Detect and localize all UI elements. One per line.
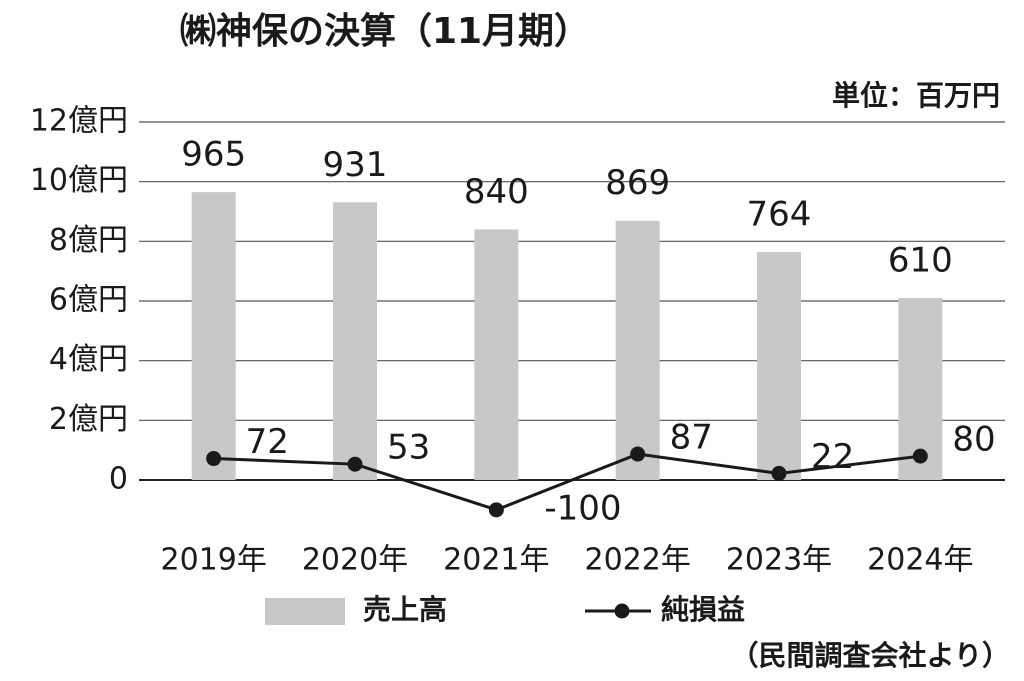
- bar: [333, 202, 377, 481]
- legend-swatch: [265, 598, 345, 625]
- line-point: [206, 451, 222, 467]
- legend-swatch: [614, 603, 630, 619]
- y-tick-label: 2億円: [49, 402, 128, 437]
- line-point: [347, 456, 363, 472]
- bar-value-label: 610: [888, 241, 953, 281]
- bar-value-label: 931: [323, 145, 388, 185]
- bar: [615, 220, 660, 480]
- y-tick-label: 12億円: [30, 104, 128, 139]
- line-point: [771, 465, 787, 481]
- line-point: [488, 502, 504, 518]
- bar-value-label: 965: [181, 135, 246, 175]
- legend-label: 売上高: [363, 593, 447, 626]
- line-value-label: 87: [670, 418, 713, 458]
- bar: [757, 252, 801, 480]
- line-value-label: 72: [246, 422, 289, 462]
- unit-label: 単位：百万円: [832, 79, 1000, 112]
- line: [213, 452, 921, 512]
- y-tick-label: 6億円: [49, 283, 128, 318]
- y-tick-label: 10億円: [30, 163, 128, 198]
- bar: [191, 192, 236, 480]
- x-tick-label: 2022年: [584, 543, 690, 578]
- line-point: [630, 446, 646, 462]
- x-tick-label: 2020年: [302, 543, 408, 578]
- line-value-label: 80: [952, 420, 995, 460]
- x-tick-label: 2019年: [160, 543, 266, 578]
- source-note: （民間調査会社より）: [731, 639, 1010, 672]
- line-value-label: -100: [544, 488, 621, 528]
- bar-value-label: 764: [747, 195, 812, 235]
- bar: [474, 229, 519, 480]
- x-tick-label: 2023年: [726, 543, 832, 578]
- y-tick-label: 4億円: [49, 342, 128, 377]
- line-value-label: 53: [387, 428, 430, 468]
- chart-title: ㈱神保の決算（11月期）: [180, 11, 590, 52]
- x-tick-label: 2024年: [867, 543, 973, 578]
- x-tick-label: 2021年: [443, 543, 549, 578]
- bar-value-label: 840: [464, 172, 529, 212]
- line-point: [912, 448, 928, 464]
- y-tick-label: 8億円: [49, 223, 128, 258]
- bar-value-label: 869: [605, 163, 670, 203]
- line-value-label: 22: [811, 437, 854, 477]
- y-tick-label: 0: [109, 462, 128, 497]
- legend-label: 純損益: [661, 593, 745, 626]
